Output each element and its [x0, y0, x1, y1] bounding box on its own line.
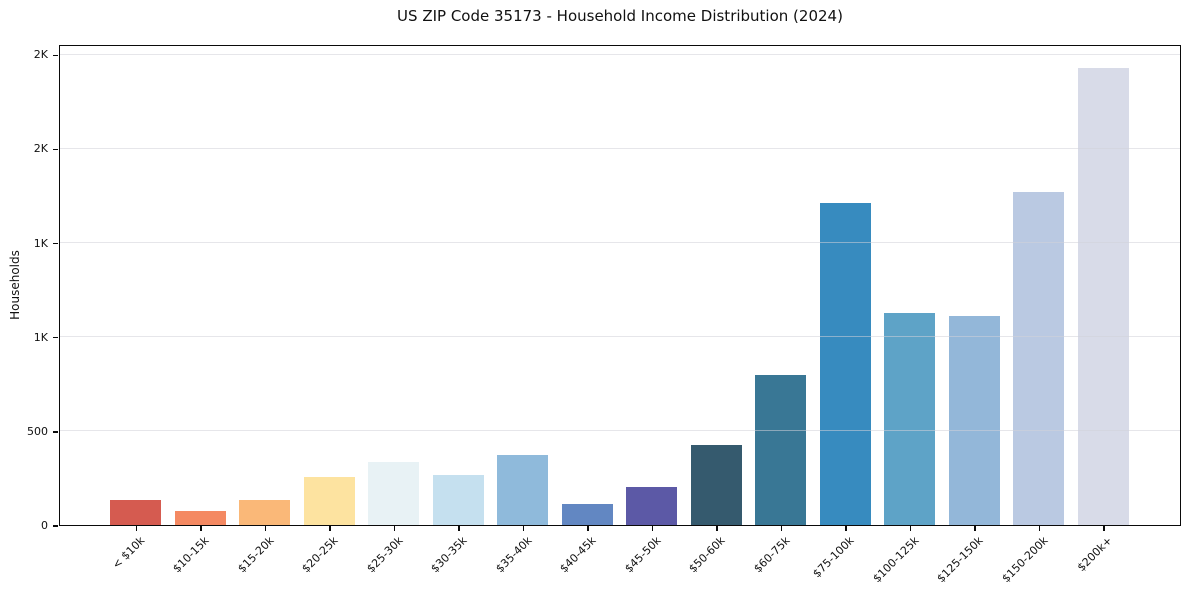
x-tick-label: $75-100k	[810, 534, 857, 581]
bar-$40-45k	[561, 504, 613, 525]
x-tick-label: $35-40k	[493, 534, 535, 576]
x-tick-label: < $10k	[109, 534, 148, 572]
bar-$15-20k	[239, 499, 291, 525]
x-tick-label: $15-20k	[235, 534, 277, 576]
x-tick-label: $125-150k	[934, 534, 986, 586]
y-tick-label: 500	[27, 424, 48, 438]
x-tick-mark	[200, 526, 202, 531]
bar-$20-25k	[303, 477, 355, 525]
gridline-1500	[60, 242, 1180, 244]
x-tick-mark	[780, 526, 782, 531]
bar-$30-35k	[432, 475, 484, 525]
bar-$75-100k	[819, 203, 871, 525]
x-tick-mark	[845, 526, 847, 531]
bar-$125-150k	[948, 316, 1000, 525]
x-tick-label: $10-15k	[170, 534, 212, 576]
bar-$10-15k	[174, 510, 226, 525]
x-tick-mark	[651, 526, 653, 531]
y-tick-label: 2K	[33, 48, 48, 62]
bar-$50-60k	[690, 445, 742, 525]
plot-area	[59, 45, 1181, 526]
y-tick-mark	[53, 336, 58, 339]
x-tick-mark	[587, 526, 589, 531]
x-tick-mark	[522, 526, 524, 531]
x-tick-mark	[909, 526, 911, 531]
y-tick-mark	[53, 431, 58, 433]
y-tick-mark	[53, 54, 58, 57]
y-tick-label: 0	[41, 519, 48, 532]
gridline-2000	[60, 147, 1180, 149]
y-tick-label: 2K	[33, 142, 48, 156]
x-tick-mark	[1103, 526, 1105, 531]
x-tick-mark	[974, 526, 976, 531]
x-tick-mark	[329, 526, 331, 531]
bar-$35-40k	[497, 455, 549, 525]
x-tick-label: $30-35k	[428, 534, 470, 576]
y-tick-label: 1K	[33, 236, 48, 250]
x-tick-label: $150-200k	[999, 534, 1051, 586]
x-tick-label: $50-60k	[686, 534, 728, 576]
gridline-500	[60, 430, 1180, 432]
bar-$45-50k	[626, 487, 678, 525]
bar-$25-30k	[368, 461, 420, 525]
x-tick-mark	[264, 526, 266, 531]
y-tick-mark	[53, 525, 58, 527]
bar-$200k+	[1077, 67, 1129, 525]
gridline-1000	[60, 336, 1180, 338]
bar-< $10k	[110, 499, 162, 525]
x-tick-label: $100-125k	[870, 534, 922, 586]
y-tick-mark	[53, 242, 58, 245]
bar-$150-200k	[1013, 191, 1065, 525]
chart-title: US ZIP Code 35173 - Household Income Dis…	[397, 7, 843, 25]
x-tick-label: $45-50k	[622, 534, 664, 576]
x-tick-label: $20-25k	[299, 534, 341, 576]
x-tick-mark	[716, 526, 718, 531]
x-tick-label: $25-30k	[364, 534, 406, 576]
y-tick-label: 1K	[33, 330, 48, 344]
x-tick-mark	[393, 526, 395, 531]
x-tick-mark	[135, 526, 137, 531]
bar-$60-75k	[755, 375, 807, 525]
x-tick-label: $40-45k	[557, 534, 599, 576]
x-tick-label: $60-75k	[751, 534, 793, 576]
y-axis-label: Households	[8, 250, 22, 320]
gridline-2500	[60, 53, 1180, 55]
x-tick-mark	[458, 526, 460, 531]
bar-$100-125k	[884, 313, 936, 525]
y-tick-mark	[53, 148, 58, 151]
x-tick-label: $200k+	[1074, 534, 1115, 575]
x-tick-mark	[1038, 526, 1040, 531]
